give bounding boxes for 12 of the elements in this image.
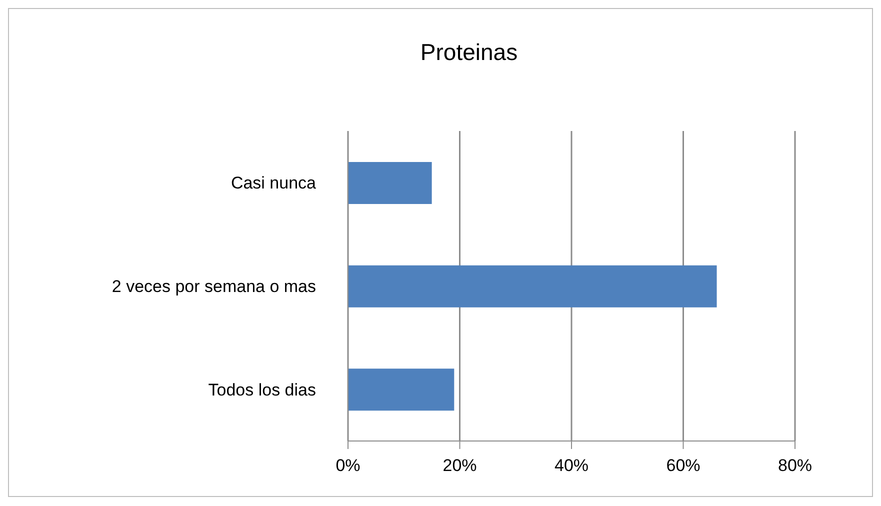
bar <box>348 162 432 204</box>
y-tick-label: 2 veces por semana o mas <box>112 277 316 296</box>
bar <box>348 368 454 411</box>
x-tick-label: 60% <box>666 456 700 476</box>
chart-title: Proteinas <box>419 39 519 66</box>
x-tick-label: 80% <box>778 456 812 476</box>
y-tick-label: Todos los dias <box>208 380 316 400</box>
x-tick-label: 40% <box>554 456 589 476</box>
y-tick-label: Casi nunca <box>230 174 317 193</box>
bar <box>348 265 717 308</box>
x-tick-label: 0% <box>336 456 360 476</box>
x-tick-label: 20% <box>442 456 477 476</box>
